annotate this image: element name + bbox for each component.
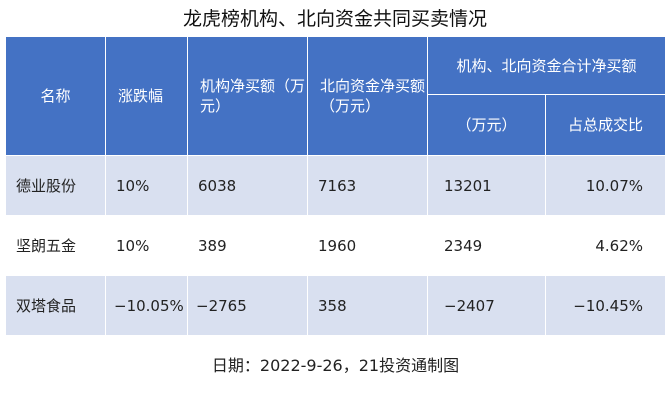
cell-share: −10.45% bbox=[544, 275, 667, 336]
stock-table: 名称 涨跌幅 机构净买额（万元） 北向资金净买额（万元） 机构、北向资金合计净买… bbox=[4, 36, 667, 392]
cell-inst-net: −2765 bbox=[187, 275, 308, 336]
cell-combined: 13201 bbox=[427, 155, 546, 216]
cell-north-net: 358 bbox=[307, 275, 428, 336]
cell-change: 10% bbox=[105, 155, 188, 216]
cell-share: 10.07% bbox=[544, 155, 667, 216]
cell-name: 双塔食品 bbox=[5, 275, 106, 336]
header-combined-value: （万元） bbox=[427, 94, 546, 156]
cell-combined: 2349 bbox=[427, 215, 546, 276]
table-row: 德业股份 10% 6038 7163 13201 10.07% bbox=[5, 155, 667, 216]
cell-north-net: 1960 bbox=[307, 215, 428, 276]
footer-caption: 日期：2022-9-26，21投资通制图 bbox=[4, 335, 667, 392]
header-change: 涨跌幅 bbox=[105, 36, 188, 156]
table-row: 双塔食品 −10.05% −2765 358 −2407 −10.45% bbox=[5, 275, 667, 336]
header-north-net: 北向资金净买额（万元） bbox=[307, 36, 428, 156]
cell-share: 4.62% bbox=[544, 215, 667, 276]
table-title: 龙虎榜机构、北向资金共同买卖情况 bbox=[182, 8, 487, 30]
cell-inst-net: 389 bbox=[187, 215, 308, 276]
header-share: 占总成交比 bbox=[544, 94, 667, 156]
header-name: 名称 bbox=[5, 36, 106, 156]
cell-name: 德业股份 bbox=[5, 155, 106, 216]
table-row: 坚朗五金 10% 389 1960 2349 4.62% bbox=[5, 215, 667, 276]
cell-name: 坚朗五金 bbox=[5, 215, 106, 276]
cell-combined: −2407 bbox=[427, 275, 546, 336]
cell-change: 10% bbox=[105, 215, 188, 276]
cell-north-net: 7163 bbox=[307, 155, 428, 216]
header-combined: 机构、北向资金合计净买额 bbox=[426, 36, 667, 95]
header-inst-net: 机构净买额（万元） bbox=[187, 36, 308, 156]
cell-inst-net: 6038 bbox=[187, 155, 308, 216]
cell-change: −10.05% bbox=[105, 275, 188, 336]
